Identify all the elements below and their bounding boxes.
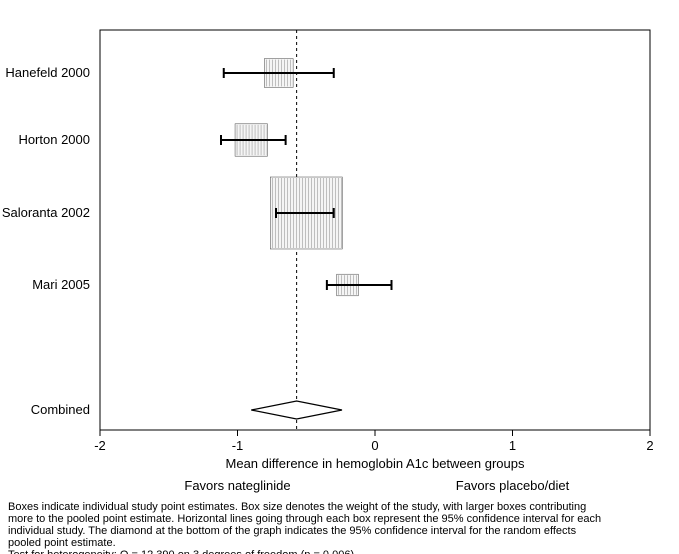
favors-right-label: Favors placebo/diet [456,478,570,493]
footnotes: Boxes indicate individual study point es… [8,501,601,554]
combined-diamond [251,401,342,419]
study-label: Hanefeld 2000 [5,65,90,80]
forest-plot-svg: Hanefeld 2000 Horton 2000 Saloranta 2002 Ma… [0,0,679,554]
plot-border [100,30,650,430]
x-tick-label: 0 [371,438,378,453]
footnote-line: Boxes indicate individual study point es… [8,501,586,513]
combined-label: Combined [31,402,90,417]
study-label: Horton 2000 [18,132,90,147]
x-axis-label: Mean difference in hemoglobin A1c betwee… [226,456,525,471]
study-label: Mari 2005 [32,277,90,292]
x-tick-label: 2 [646,438,653,453]
footnote-line: Test for heterogeneity: Q = 12.390 on 3 … [8,549,354,554]
footnote-line: individual study. The diamond at the bot… [8,525,577,537]
favors-left-label: Favors nateglinide [184,478,290,493]
study-label: Saloranta 2002 [2,205,90,220]
footnote-line: pooled point estimate. [8,537,116,549]
forest-plot-figure: Hanefeld 2000 Horton 2000 Saloranta 2002 Ma… [0,0,679,554]
footnote-line: more to the pooled point estimate. Horiz… [8,513,601,525]
x-tick-label: -2 [94,438,106,453]
x-tick-label: 1 [509,438,516,453]
x-tick-label: -1 [232,438,244,453]
